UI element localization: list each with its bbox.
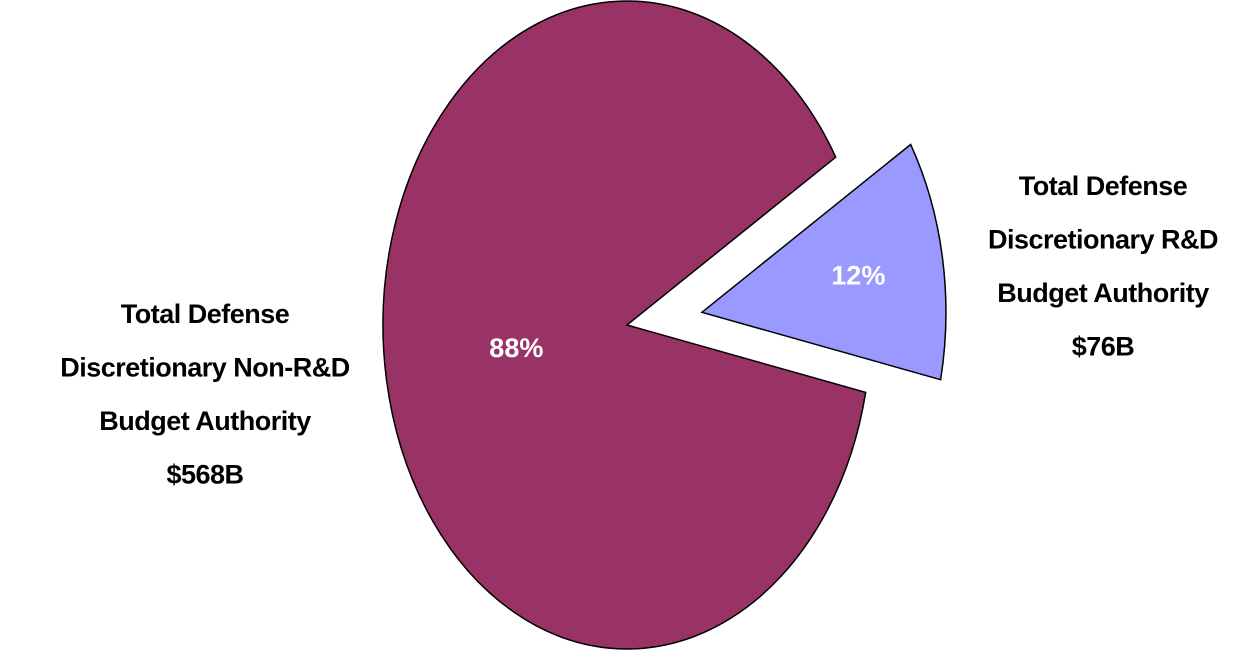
pie-slice [700, 143, 947, 381]
category-label: $76B [1072, 332, 1135, 362]
category-label: Budget Authority [99, 406, 311, 436]
category-label: Total Defense [121, 299, 290, 329]
value-label: 12% [831, 260, 885, 290]
value-label: 88% [489, 333, 543, 363]
category-label: Discretionary R&D [988, 225, 1218, 255]
category-label: Total Defense [1019, 171, 1188, 201]
category-label: $568B [166, 460, 243, 490]
category-label: Budget Authority [997, 278, 1209, 308]
category-label: Discretionary Non-R&D [60, 353, 350, 383]
pie-slice [382, 0, 867, 650]
